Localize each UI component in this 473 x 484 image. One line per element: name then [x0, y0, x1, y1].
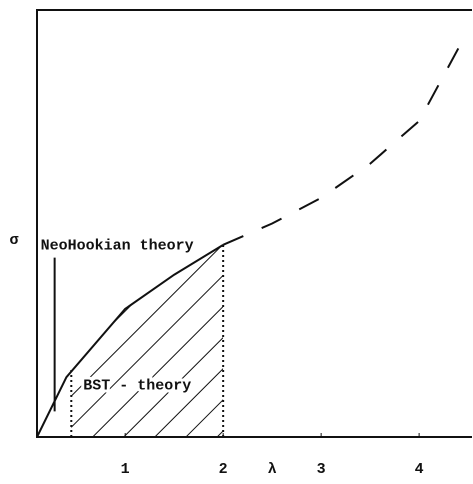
x-tick-label: 4 [415, 461, 424, 478]
annotation: BST - theory [83, 378, 191, 395]
x-tick-label: 3 [317, 461, 326, 478]
x-tick-label: 1 [121, 461, 130, 478]
curve [36, 243, 224, 438]
x-tick-label: 2 [219, 461, 228, 478]
axis-frame [36, 9, 472, 438]
curve [222, 47, 460, 246]
hatch-area [71, 244, 224, 437]
x-axis-label: λ [268, 461, 277, 478]
y-axis-label: σ [9, 232, 18, 249]
annotation: NeoHookian theory [41, 238, 194, 255]
